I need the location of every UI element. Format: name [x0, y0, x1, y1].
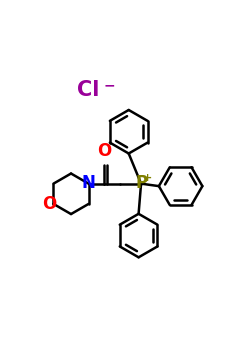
Text: +: +: [143, 173, 152, 183]
Text: Cl: Cl: [77, 80, 99, 100]
Text: O: O: [42, 195, 56, 213]
Text: O: O: [97, 142, 111, 160]
Text: P: P: [136, 174, 148, 192]
Text: N: N: [82, 174, 96, 192]
Text: −: −: [103, 78, 115, 92]
